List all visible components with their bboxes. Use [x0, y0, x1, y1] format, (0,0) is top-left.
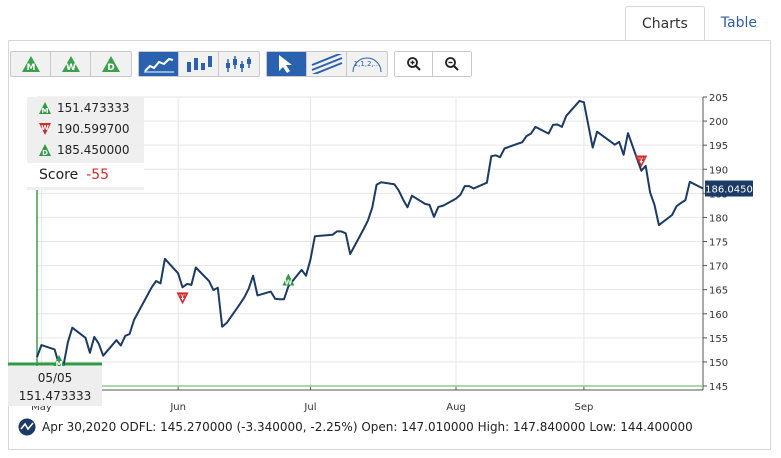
svg-text:1,1,2,...: 1,1,2,...	[354, 60, 381, 68]
x-tick-label: May	[31, 402, 52, 413]
y-tick-label: 145	[709, 382, 728, 393]
sell-signal-icon: W	[39, 122, 51, 135]
quote-footer: Apr 30,2020 ODFL: 145.270000 (-3.340000,…	[18, 416, 693, 438]
y-tick-label: 150	[709, 358, 728, 369]
buy-signal-letter: W	[285, 279, 293, 287]
view-tabs: Charts Table	[625, 6, 773, 42]
trendline-button[interactable]	[307, 52, 347, 76]
fibonacci-icon: 1,1,2,...	[352, 57, 382, 73]
x-tick-label: Jun	[169, 402, 186, 413]
sell-signal-letter: W	[638, 156, 645, 163]
buy-signal-marker	[282, 273, 295, 286]
candlestick-chart-icon	[226, 56, 251, 72]
zoom-out-icon	[445, 57, 459, 71]
svg-text:M: M	[26, 63, 35, 72]
daily-signal-button[interactable]: D	[91, 52, 131, 76]
period-signal-icon: D	[102, 56, 120, 72]
legend-daily: D 185.450000	[27, 139, 144, 160]
x-tick-label: Aug	[446, 402, 466, 413]
score-row: Score -55	[27, 163, 144, 187]
x-tick-label: Jul	[303, 402, 316, 413]
svg-text:D: D	[42, 149, 48, 156]
chart-type-group	[138, 51, 260, 77]
svg-text:M: M	[42, 107, 49, 114]
zoom-out-button[interactable]	[433, 52, 471, 76]
y-tick-label: 170	[709, 262, 728, 273]
monthly-signal-button[interactable]: M	[11, 52, 51, 76]
score-label: Score	[39, 167, 79, 183]
fibonacci-button[interactable]: 1,1,2,...	[347, 52, 387, 76]
cursor-icon	[278, 55, 292, 73]
symbol-logo-icon	[18, 418, 36, 436]
cursor-button[interactable]	[267, 52, 307, 76]
last-value-box	[705, 180, 753, 197]
svg-text:D: D	[107, 63, 114, 72]
zoom-in-button[interactable]	[395, 52, 433, 76]
y-tick-label: 195	[709, 141, 728, 152]
period-signal-icon: W	[61, 56, 80, 72]
sell-signal-letter: W	[179, 293, 186, 300]
crosshair-date: 05/05	[37, 371, 73, 385]
trendline-icon	[311, 54, 342, 74]
line-chart-icon	[143, 57, 174, 73]
buy-signal-marker	[53, 354, 66, 367]
period-signal-icon: M	[21, 56, 40, 72]
y-tick-label: 180	[709, 213, 728, 224]
zoom-group	[394, 51, 472, 77]
y-tick-label: 155	[709, 334, 728, 345]
y-tick-label: 160	[709, 310, 728, 321]
tab-charts[interactable]: Charts	[625, 6, 705, 42]
x-tick-label: Sep	[574, 402, 593, 413]
legend-daily-value: 185.450000	[57, 142, 130, 157]
buy-signal-icon: M	[39, 101, 51, 114]
legend-weekly: W 190.599700	[27, 118, 144, 139]
y-tick-label: 165	[709, 286, 728, 297]
price-line	[36, 99, 704, 367]
score-value: -55	[86, 167, 110, 183]
y-tick-label: 190	[709, 165, 728, 176]
buy-signal-icon: D	[39, 143, 51, 156]
signal-legend: M 151.473333 W 190.599700 D 185.450000 S…	[27, 97, 144, 190]
svg-text:W: W	[66, 63, 76, 72]
bar-chart-icon	[186, 56, 212, 72]
line-chart-button[interactable]	[139, 52, 179, 76]
crosshair-readout: 05/05 151.473333	[8, 366, 102, 406]
buy-signal-letter: M	[56, 360, 63, 368]
weekly-signal-button[interactable]: W	[51, 52, 91, 76]
candlestick-chart-button[interactable]	[219, 52, 259, 76]
sell-signal-inner	[179, 294, 187, 301]
crosshair-value: 151.473333	[18, 389, 92, 403]
svg-text:W: W	[41, 124, 49, 132]
legend-weekly-value: 190.599700	[57, 121, 130, 136]
y-tick-label: 200	[709, 117, 728, 128]
quote-text: Apr 30,2020 ODFL: 145.270000 (-3.340000,…	[42, 420, 693, 434]
y-tick-label: 175	[709, 238, 728, 249]
bar-chart-button[interactable]	[179, 52, 219, 76]
last-value-label: 186.0450	[705, 185, 753, 196]
legend-monthly-value: 151.473333	[57, 100, 130, 115]
legend-monthly: M 151.473333	[27, 97, 144, 118]
sell-signal-inner	[637, 157, 645, 165]
zoom-in-icon	[406, 57, 421, 71]
tab-table[interactable]: Table	[720, 15, 757, 31]
drawing-tools-group: 1,1,2,...	[266, 51, 388, 77]
y-tick-label: 205	[709, 93, 728, 104]
